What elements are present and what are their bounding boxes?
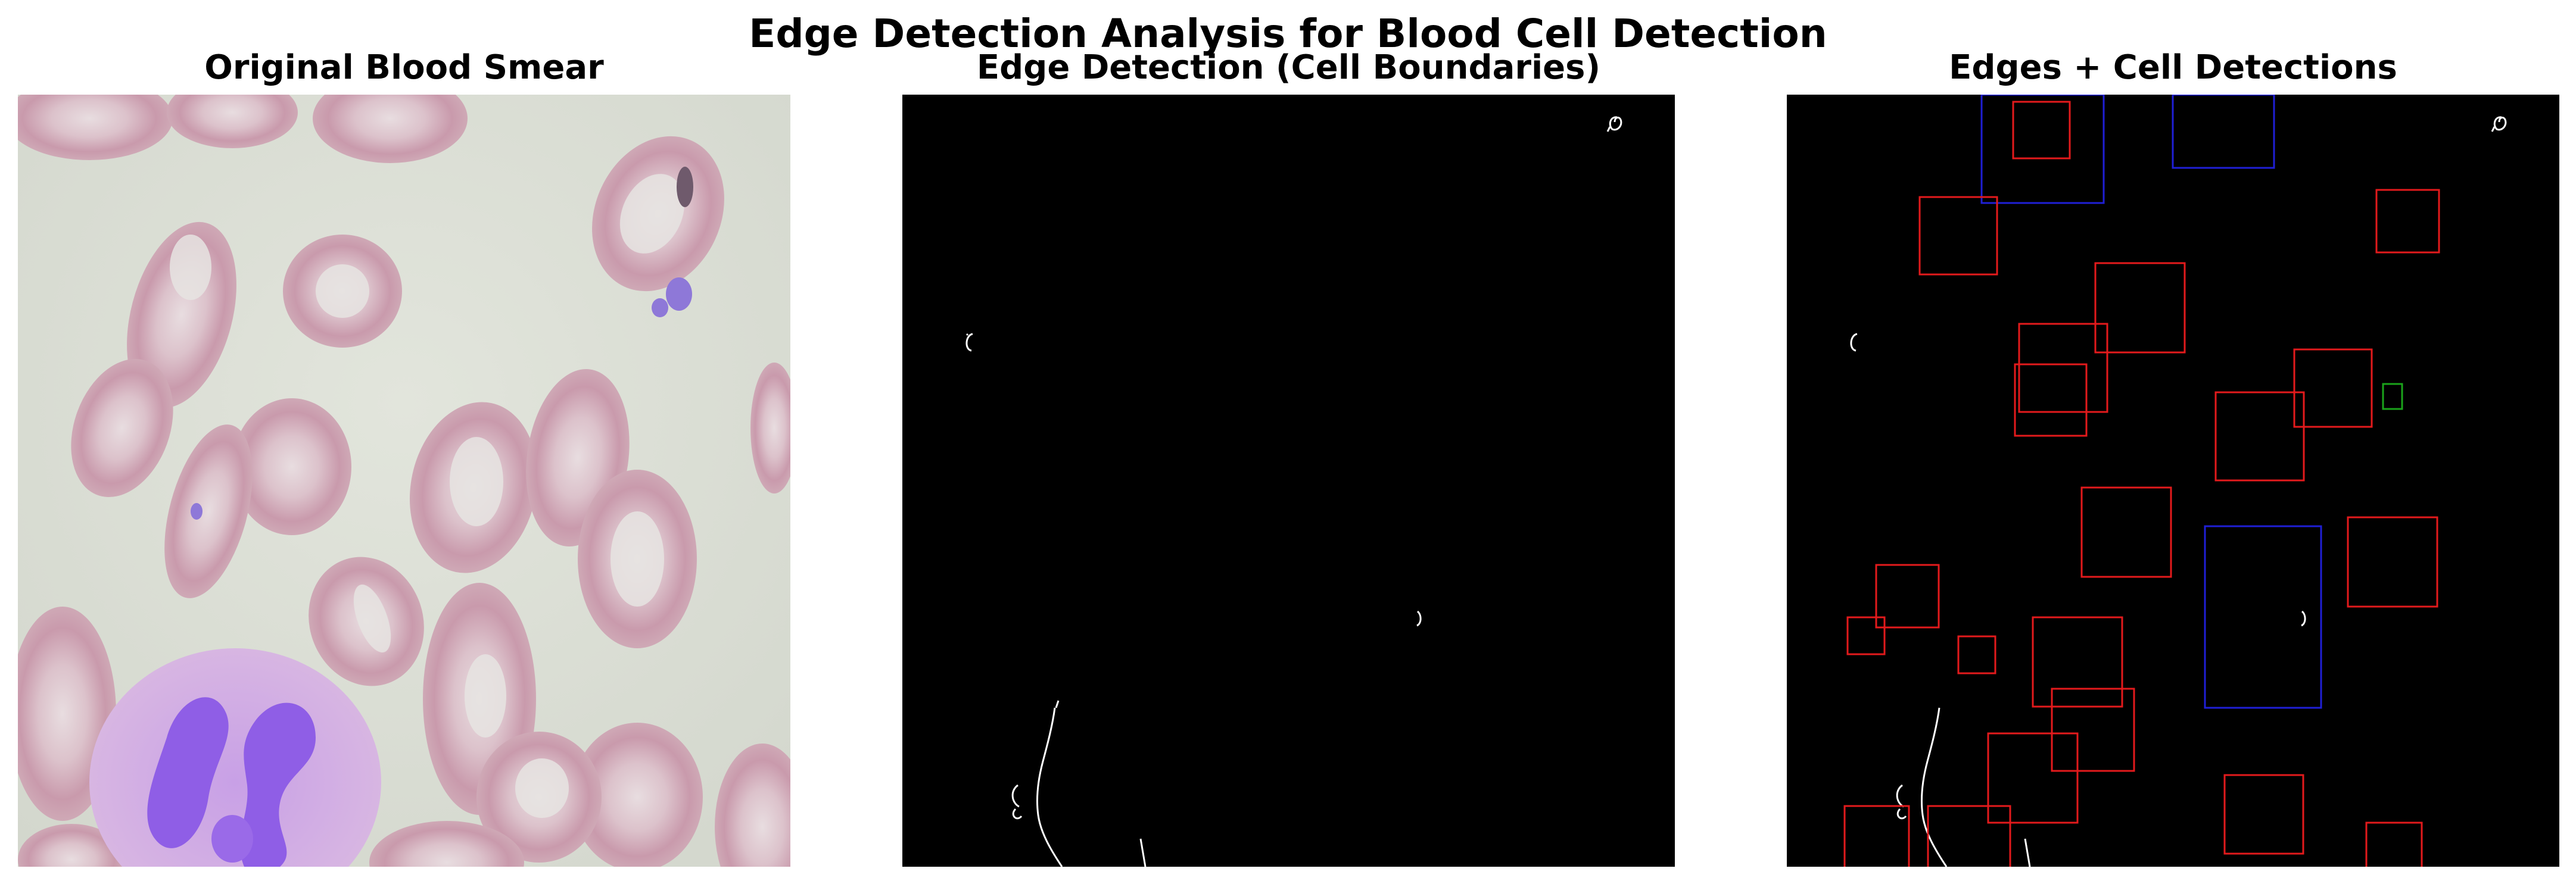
- rbc-box: [1843, 805, 1910, 867]
- rbc-box: [1875, 564, 1940, 629]
- edges-with-detections-image: [1787, 95, 2559, 867]
- overlay-background: [1787, 95, 2559, 867]
- edge-map: [902, 95, 1675, 867]
- detection-overlay: [1787, 95, 2559, 867]
- rbc-box: [2223, 774, 2304, 855]
- rbc-box: [2094, 262, 2186, 354]
- rbc-box: [2014, 363, 2088, 437]
- rbc-box: [1957, 635, 1996, 674]
- rbc-box: [1846, 616, 1886, 655]
- rbc-detection-boxes: [1843, 101, 2440, 867]
- rbc-box: [2375, 189, 2440, 254]
- rbc-box: [2080, 486, 2172, 578]
- rbc-box: [2293, 348, 2373, 428]
- rbc-box: [2214, 391, 2305, 482]
- wbc-box: [2204, 525, 2322, 709]
- rbc-box: [2012, 101, 2071, 160]
- rbc-box: [2018, 323, 2108, 413]
- rbc-box: [1918, 196, 1998, 276]
- rbc-box: [1927, 805, 2011, 867]
- panel-title-detections: Edges + Cell Detections: [1949, 48, 2397, 87]
- panel-title-edges: Edge Detection (Cell Boundaries): [976, 48, 1601, 87]
- cell-highlights: [170, 174, 685, 818]
- edge-contours: [965, 116, 1622, 867]
- white-blood-cell: [89, 648, 381, 867]
- wbc-box: [2172, 95, 2275, 169]
- rbc-box: [2365, 821, 2423, 867]
- wbc-box: [1980, 95, 2105, 204]
- rbc-box: [2347, 516, 2438, 608]
- platelet-box: [2382, 383, 2403, 410]
- wbc-detection-boxes: [1980, 95, 2322, 709]
- rbc-box: [1987, 732, 2079, 824]
- edge-detection-image: [902, 95, 1675, 867]
- panel-title-original: Original Blood Smear: [204, 48, 604, 87]
- edge-background: [902, 95, 1675, 867]
- original-blood-smear-image: [18, 95, 790, 867]
- blood-smear-illustration: [18, 95, 790, 867]
- overlay-edge-contours: [1850, 116, 2507, 867]
- platelet-detection-boxes: [2382, 383, 2403, 410]
- platelets: [191, 167, 693, 520]
- rbc-box: [2051, 688, 2135, 772]
- rbc-box: [2032, 616, 2123, 708]
- figure-title: Edge Detection Analysis for Blood Cell D…: [749, 11, 1827, 57]
